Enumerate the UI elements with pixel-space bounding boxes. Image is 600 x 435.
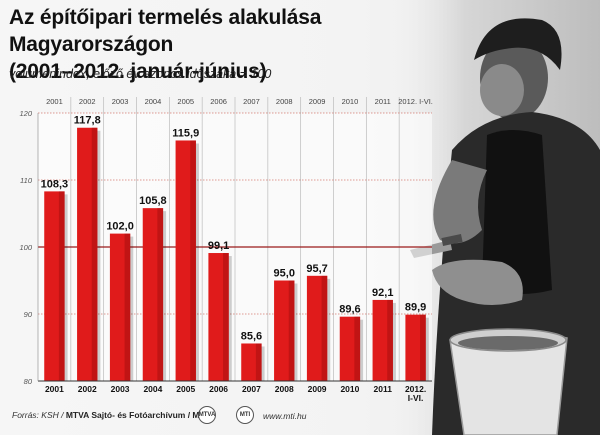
- value-label: 102,0: [106, 221, 134, 233]
- value-label: 89,9: [405, 302, 426, 314]
- chart-title: Az építőipari termelés alakulása Magyaro…: [9, 4, 479, 85]
- value-label: 85,6: [241, 330, 262, 342]
- bar-shade: [58, 191, 65, 381]
- bar-shade: [190, 140, 196, 381]
- value-label: 99,1: [208, 240, 229, 252]
- category-label-bottom: 2004: [143, 384, 162, 394]
- category-label-top: 2008: [276, 97, 293, 106]
- category-label-top: 2011: [375, 97, 391, 106]
- category-label-top: 2004: [145, 97, 162, 106]
- mtva-logo-icon: MTVA: [198, 406, 216, 424]
- category-label-bottom: 2005: [176, 384, 195, 394]
- y-tick-label: 90: [24, 310, 33, 319]
- category-label-top: 2003: [112, 97, 129, 106]
- category-label-bottom: 2008: [275, 384, 294, 394]
- bar-shade: [288, 280, 295, 381]
- bar-shade: [157, 208, 164, 381]
- title-line-1: Az építőipari termelés alakulása Magyaro…: [9, 6, 322, 56]
- value-label: 115,9: [172, 127, 199, 139]
- category-label-top: 2001: [46, 97, 63, 106]
- title-line-2: (2001–2012. január-június): [9, 60, 267, 83]
- category-label-bottom: 2001: [45, 384, 64, 394]
- category-label-top: 2007: [243, 97, 260, 106]
- mti-logo-icon: MTI: [236, 406, 254, 424]
- value-label: 105,8: [139, 195, 167, 207]
- mtva-logo-text: MTVA: [198, 412, 216, 418]
- bar-shade: [387, 299, 393, 381]
- value-label: 95,0: [274, 268, 295, 280]
- bar-shade: [321, 275, 328, 381]
- value-label: 117,8: [74, 115, 101, 127]
- category-label-top: 2006: [210, 97, 227, 106]
- category-label-bottom: 2006: [209, 384, 228, 394]
- worker-photo: [392, 0, 600, 435]
- y-tick-label: 100: [19, 243, 32, 252]
- category-label-top: 2010: [342, 97, 359, 106]
- bar-shade: [420, 314, 426, 381]
- category-label-bottom: 2012.: [405, 384, 426, 394]
- category-label-bottom: 2002: [78, 384, 97, 394]
- y-tick-label: 120: [19, 109, 32, 118]
- bar-shade: [223, 253, 229, 381]
- category-label-bottom: 2003: [111, 384, 130, 394]
- bar-shade: [354, 316, 361, 381]
- category-label-top: 2012. I-VI.: [398, 97, 433, 106]
- category-label-bottom: 2011: [374, 384, 393, 394]
- value-label: 95,7: [306, 263, 327, 275]
- value-label: 92,1: [372, 287, 393, 299]
- chart-subtitle: volumenindex, előző év azonos időszaka =…: [9, 67, 272, 81]
- value-label: 89,6: [339, 304, 360, 316]
- category-label-bottom: 2009: [308, 384, 327, 394]
- y-tick-label: 110: [20, 176, 33, 185]
- mti-url: www.mti.hu: [263, 411, 307, 421]
- category-label-bottom: I-VI.: [408, 393, 424, 403]
- category-label-top: 2002: [79, 97, 96, 106]
- source-org: MTVA Sajtó- és Fotóarchívum / MTI: [65, 410, 208, 420]
- y-tick-label: 80: [24, 377, 33, 386]
- source-note: Forrás: KSH / MTVA Sajtó- és Fotóarchívu…: [12, 410, 207, 420]
- category-label-top: 2009: [309, 97, 326, 106]
- bar-shade: [91, 127, 98, 382]
- bar-shade: [255, 343, 262, 381]
- source-prefix: Forrás: KSH /: [12, 410, 66, 420]
- value-label: 108,3: [41, 178, 69, 190]
- category-label-bottom: 2007: [242, 384, 261, 394]
- category-label-bottom: 2010: [340, 384, 359, 394]
- mti-logo-text: MTI: [239, 412, 251, 418]
- category-label-top: 2005: [177, 97, 194, 106]
- bar-shade: [124, 233, 131, 381]
